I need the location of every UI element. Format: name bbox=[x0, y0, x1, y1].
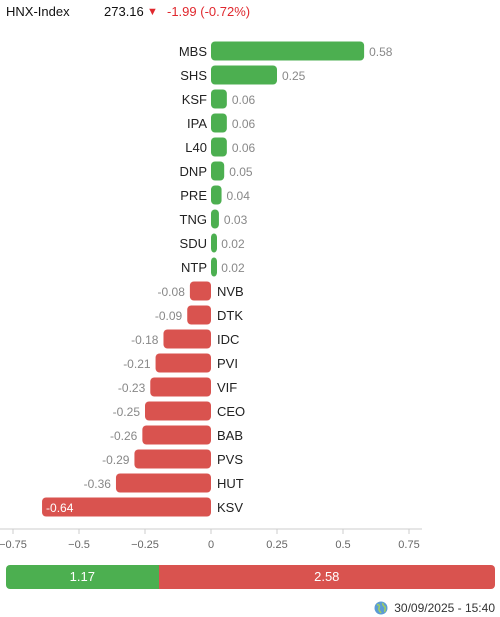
category-label: NVB bbox=[217, 284, 244, 299]
x-tick-label: 0.5 bbox=[335, 539, 350, 551]
category-label: BAB bbox=[217, 428, 243, 443]
value-label: 0.25 bbox=[282, 69, 306, 83]
bar-sdu bbox=[211, 233, 217, 253]
category-label: TNG bbox=[180, 212, 207, 227]
category-label: PVS bbox=[217, 452, 243, 467]
value-label: 0.02 bbox=[221, 237, 245, 251]
category-label: HUT bbox=[217, 476, 244, 491]
value-label: 0.02 bbox=[221, 261, 245, 275]
bar-dtk bbox=[187, 305, 211, 325]
x-tick-label: −0.5 bbox=[68, 539, 90, 551]
x-tick-label: 0 bbox=[208, 539, 214, 551]
value-label: 0.06 bbox=[232, 117, 256, 131]
index-value: 273.16 bbox=[104, 4, 144, 19]
bar-vif bbox=[150, 377, 211, 397]
bar-nvb bbox=[189, 281, 211, 301]
category-label: CEO bbox=[217, 404, 245, 419]
x-tick-label: −0.25 bbox=[131, 539, 159, 551]
x-tick-label: 0.75 bbox=[398, 539, 419, 551]
bar-dnp bbox=[211, 161, 225, 181]
bar-mbs bbox=[211, 41, 365, 61]
value-label: -0.36 bbox=[84, 477, 112, 491]
bar-l40 bbox=[211, 137, 227, 157]
bar-hut bbox=[115, 473, 211, 493]
value-label: -0.18 bbox=[131, 333, 159, 347]
bar-pvs bbox=[134, 449, 211, 469]
value-label: -0.21 bbox=[123, 357, 151, 371]
category-label: KSF bbox=[182, 92, 207, 107]
bar-idc bbox=[163, 329, 211, 349]
footer: 30/09/2025 - 15:40 bbox=[374, 599, 495, 617]
bar-pre bbox=[211, 185, 222, 205]
bar-ipa bbox=[211, 113, 227, 133]
bar-ksf bbox=[211, 89, 227, 109]
category-label: SHS bbox=[180, 68, 207, 83]
down-arrow-icon: ▼ bbox=[147, 6, 158, 18]
category-label: NTP bbox=[181, 260, 207, 275]
bar-ntp bbox=[211, 257, 217, 277]
value-label: 0.06 bbox=[232, 93, 256, 107]
bar-tng bbox=[211, 209, 219, 229]
bar-shs bbox=[211, 65, 277, 85]
category-label: MBS bbox=[179, 44, 208, 59]
category-label: L40 bbox=[185, 140, 207, 155]
bar-ceo bbox=[145, 401, 211, 421]
category-label: IDC bbox=[217, 332, 239, 347]
x-tick-label: −0.75 bbox=[0, 539, 27, 551]
negative-total-segment: 2.58 bbox=[158, 565, 495, 589]
index-name: HNX-Index bbox=[6, 4, 70, 19]
bar-bab bbox=[142, 425, 211, 445]
value-label: 0.06 bbox=[232, 141, 256, 155]
value-label: 0.04 bbox=[227, 189, 251, 203]
value-label: 0.03 bbox=[224, 213, 248, 227]
bar-ksv bbox=[42, 497, 211, 517]
value-label: -0.08 bbox=[158, 285, 186, 299]
value-label: -0.23 bbox=[118, 381, 146, 395]
value-label: 0.58 bbox=[369, 45, 393, 59]
category-label: KSV bbox=[217, 500, 243, 515]
contribution-chart: MBS 0.58 SHS 0.25 KSF 0.06 IPA 0.06 L40 0.06 DNP 0.… bbox=[0, 41, 422, 551]
value-label: -0.64 bbox=[46, 501, 74, 515]
x-tick-label: 0.25 bbox=[266, 539, 287, 551]
category-label: DNP bbox=[180, 164, 207, 179]
category-label: IPA bbox=[187, 116, 207, 131]
globe-icon bbox=[374, 601, 388, 615]
index-change: -1.99 (-0.72%) bbox=[167, 4, 251, 19]
value-label: -0.29 bbox=[102, 453, 130, 467]
category-label: DTK bbox=[217, 308, 243, 323]
value-label: -0.25 bbox=[113, 405, 141, 419]
breadth-ratio-bar: 1.17 2.58 bbox=[6, 565, 495, 589]
category-label: VIF bbox=[217, 380, 237, 395]
category-label: PRE bbox=[180, 188, 207, 203]
value-label: -0.26 bbox=[110, 429, 138, 443]
category-label: SDU bbox=[180, 236, 207, 251]
category-label: PVI bbox=[217, 356, 238, 371]
value-label: 0.05 bbox=[229, 165, 253, 179]
timestamp: 30/09/2025 - 15:40 bbox=[394, 601, 495, 615]
value-label: -0.09 bbox=[155, 309, 183, 323]
positive-total-segment: 1.17 bbox=[6, 565, 159, 589]
bar-pvi bbox=[155, 353, 211, 373]
